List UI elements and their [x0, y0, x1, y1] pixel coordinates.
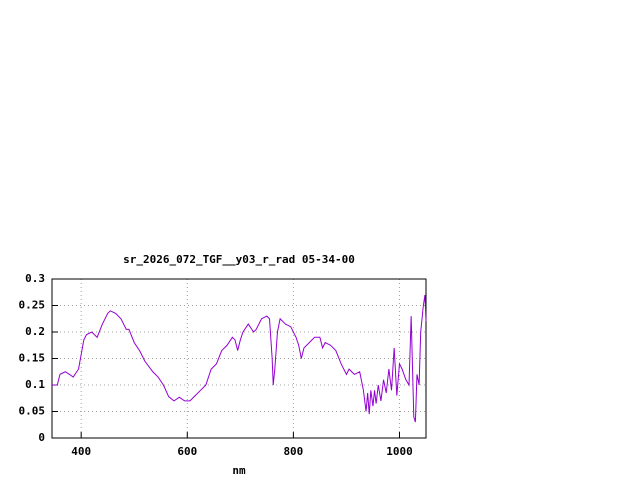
plot-frame [51, 278, 427, 439]
y-tick-label: 0.05 [19, 405, 46, 418]
y-tick-label: 0.25 [19, 299, 46, 312]
y-tick-label: 0.15 [19, 352, 46, 365]
x-tick-label: 1000 [386, 445, 413, 458]
y-tick-label: 0.2 [25, 325, 45, 338]
x-tick-label: 600 [177, 445, 197, 458]
x-tick-label: 400 [71, 445, 91, 458]
x-axis-label: nm [232, 464, 246, 477]
x-tick-label: 800 [283, 445, 303, 458]
data-line [52, 294, 427, 423]
y-tick-label: 0.1 [25, 378, 45, 391]
y-tick-label: 0 [38, 431, 45, 444]
y-tick-label: 0.3 [25, 272, 45, 285]
chart-title: sr_2026_072_TGF__y03_r_rad 05-34-00 [123, 253, 355, 266]
